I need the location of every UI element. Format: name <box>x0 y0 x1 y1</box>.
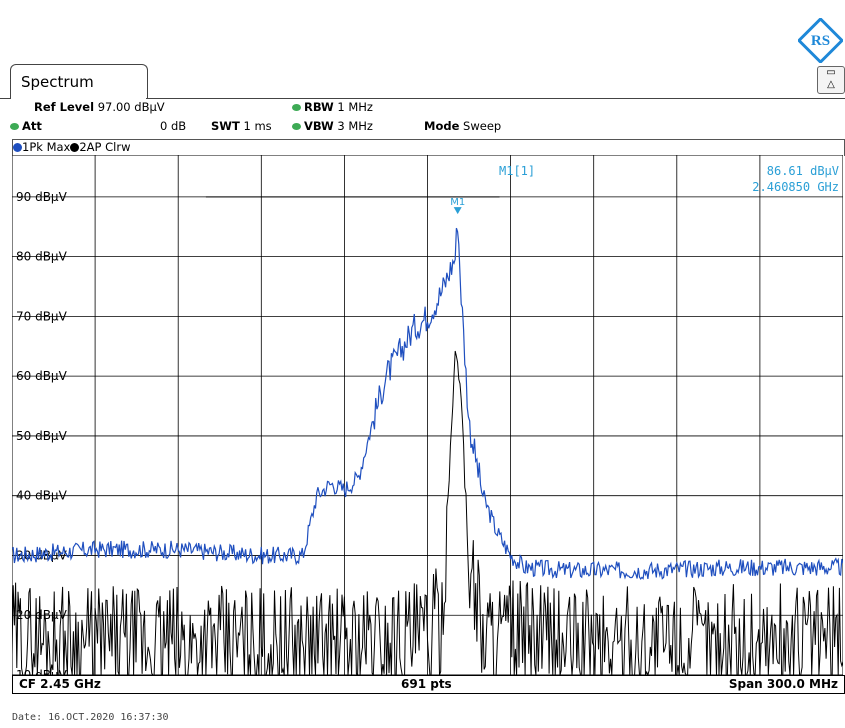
y-tick-label: 70 dBµV <box>16 309 68 323</box>
spectrum-plot[interactable]: 90 dBµV 80 dBµV 70 dBµV 60 dBµV 50 dBµV 40 dB… <box>12 155 843 675</box>
marker-label: M1 <box>450 197 465 208</box>
rbw-label: RBW <box>304 100 334 114</box>
mode-label: Mode <box>424 119 460 133</box>
battery-icon[interactable]: ▭ △ <box>817 66 845 94</box>
trace1-dot-icon <box>13 143 22 152</box>
status-dot-icon <box>292 123 301 130</box>
swt: SWT 1 ms <box>211 119 272 133</box>
marker-level: 86.61 dBµV <box>767 164 839 178</box>
ref-level-label: Ref Level <box>34 100 95 114</box>
tab-title: Spectrum <box>21 73 94 91</box>
rbw: RBW 1 MHz <box>292 100 373 114</box>
ref-level-value: 97.00 dBµV <box>97 100 165 114</box>
swt-label: SWT <box>211 119 240 133</box>
y-tick-label: 80 dBµV <box>16 250 68 264</box>
att-label: Att <box>22 119 42 133</box>
marker-name: M1[1] <box>499 164 535 178</box>
sweep-points: 691 pts <box>401 677 452 691</box>
plot-footer: CF 2.45 GHz 691 pts Span 300.0 MHz <box>12 675 845 694</box>
trace2-label: 2AP Clrw <box>79 140 131 154</box>
tab-divider <box>146 98 845 99</box>
span: Span 300.0 MHz <box>728 677 838 691</box>
trace-1pk-max <box>12 227 843 581</box>
tab-spectrum[interactable]: Spectrum <box>10 64 148 99</box>
center-frequency: CF 2.45 GHz <box>19 677 101 691</box>
marker-triangle-icon[interactable] <box>453 207 462 215</box>
ref-level: Ref Level 97.00 dBµV <box>34 100 165 114</box>
y-tick-label: 20 dBµV <box>16 608 68 622</box>
vbw-label: VBW <box>304 119 334 133</box>
vbw: VBW 3 MHz <box>292 119 373 133</box>
status-dot-icon <box>292 104 301 111</box>
att-value: 0 dB <box>160 119 187 133</box>
mode: Mode Sweep <box>424 119 501 133</box>
marker-frequency: 2.460850 GHz <box>752 180 839 194</box>
trace-info-bar: 1Pk Max 2AP Clrw <box>12 139 845 156</box>
y-tick-label: 50 dBµV <box>16 429 68 443</box>
timestamp: Date: 16.OCT.2020 16:37:30 <box>12 712 169 723</box>
rbw-value: 1 MHz <box>337 100 373 114</box>
y-tick-label: 90 dBµV <box>16 190 68 204</box>
grid <box>12 155 843 675</box>
status-dot-icon <box>10 123 19 130</box>
mode-value: Sweep <box>463 119 502 133</box>
y-tick-label: 60 dBµV <box>16 369 68 383</box>
logo-text: RS <box>811 33 830 49</box>
trace1-label: 1Pk Max <box>22 140 71 154</box>
trace-2ap-clrw <box>12 350 843 675</box>
vbw-value: 3 MHz <box>337 119 373 133</box>
rohde-schwarz-logo: RS <box>798 18 843 63</box>
att: Att <box>10 119 42 133</box>
swt-value: 1 ms <box>243 119 272 133</box>
tab-divider <box>0 98 10 99</box>
trace2-dot-icon <box>70 143 80 152</box>
y-tick-label: 40 dBµV <box>16 489 68 503</box>
y-tick-label: 10 dBµV <box>16 668 68 675</box>
